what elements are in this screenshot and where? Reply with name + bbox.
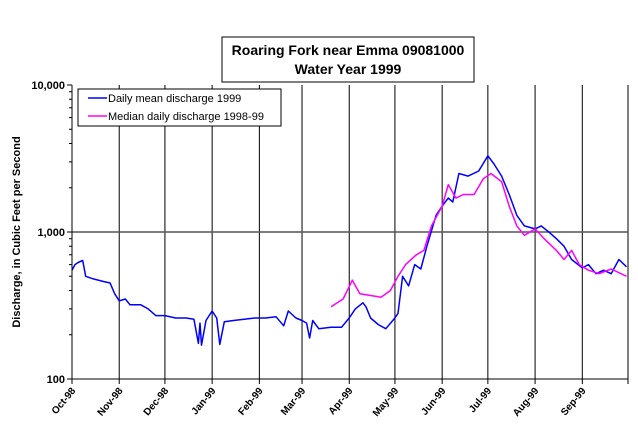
x-tick-label: Aug-99: [511, 386, 541, 419]
x-tick-label: Nov-98: [96, 386, 126, 419]
x-tick-label: Sep-99: [559, 386, 589, 419]
x-tick-label: Dec-98: [142, 386, 172, 419]
x-tick-label: Feb-99: [237, 386, 266, 418]
legend-label-median: Median daily discharge 1998-99: [108, 111, 264, 123]
title-box: [221, 36, 475, 83]
y-tick-label: 10,000: [31, 80, 65, 92]
y-tick-label: 100: [47, 374, 65, 386]
legend-label-daily-mean: Daily mean discharge 1999: [108, 93, 241, 105]
y-tick-label: 1,000: [37, 227, 65, 239]
legend-box: [77, 88, 282, 127]
x-tick-label: Jun-99: [419, 386, 448, 418]
x-tick-label: Jan-99: [190, 386, 219, 418]
legend: Daily mean discharge 1999 Median daily d…: [77, 88, 282, 127]
series-line-daily-mean: [71, 155, 628, 346]
x-tick-label: Apr-99: [327, 386, 356, 418]
x-tick-label: Jul-99: [467, 386, 494, 416]
x-tick-label: Oct-98: [50, 386, 79, 417]
series-line-median: [330, 172, 627, 308]
x-tick-label: Mar-99: [279, 386, 308, 418]
x-tick-label: May-99: [371, 386, 402, 419]
chart-subtitle: Water Year 1999: [295, 61, 402, 77]
y-axis-label: Discharge, in Cubic Feet per Second: [11, 136, 23, 327]
chart-title: Roaring Fork near Emma 09081000: [232, 42, 465, 58]
